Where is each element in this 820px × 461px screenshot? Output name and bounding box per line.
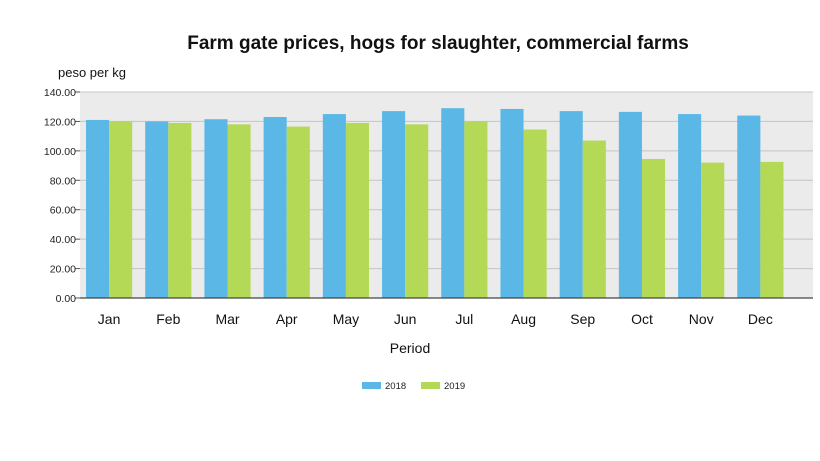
bar-2019-dec[interactable]: [760, 161, 784, 298]
y-tick-label: 100.00: [44, 146, 76, 158]
bar-2019-oct[interactable]: [641, 158, 666, 298]
bar-2019-mar[interactable]: [227, 124, 251, 298]
bar-2018-may[interactable]: [322, 114, 346, 298]
y-tick-label: 0.00: [56, 293, 77, 305]
bar-2019-apr[interactable]: [286, 126, 310, 298]
x-category-label: Jun: [394, 311, 417, 327]
legend-swatch-2019[interactable]: [421, 382, 440, 389]
bar-2019-nov[interactable]: [701, 162, 725, 298]
legend-swatch-2018[interactable]: [362, 382, 381, 389]
bar-2018-dec[interactable]: [737, 115, 761, 299]
legend-label-2018[interactable]: 2018: [385, 381, 406, 392]
x-axis-categories: Jan Feb Mar Apr May Jun Jul Aug Sep Oct Nov Dec: [98, 311, 773, 327]
x-axis-label: Period: [390, 340, 430, 356]
bar-2019-may[interactable]: [345, 122, 370, 299]
x-category-label: Mar: [215, 311, 239, 327]
bar-2018-feb[interactable]: [145, 121, 169, 298]
x-category-label: Jan: [98, 311, 121, 327]
x-category-label: Feb: [156, 311, 180, 327]
x-category-label: Sep: [570, 311, 595, 327]
bar-2019-jun[interactable]: [405, 124, 429, 298]
y-tick-label: 140.00: [44, 87, 76, 99]
y-axis-ticks: 0.00 20.00 40.00 60.00 80.00 100.00 120.00 140.…: [44, 87, 80, 305]
bar-2018-nov[interactable]: [678, 114, 702, 298]
x-category-label: Oct: [631, 311, 653, 327]
bar-2019-jul[interactable]: [464, 121, 488, 298]
x-category-label: Apr: [276, 311, 298, 327]
bar-2018-oct[interactable]: [618, 111, 642, 298]
y-tick-label: 120.00: [44, 116, 76, 128]
bar-2019-feb[interactable]: [168, 122, 192, 299]
y-tick-label: 80.00: [50, 175, 76, 187]
y-tick-label: 60.00: [50, 205, 76, 217]
chart-title: Farm gate prices, hogs for slaughter, co…: [187, 33, 689, 54]
y-axis-label: peso per kg: [58, 65, 126, 80]
bar-2018-apr[interactable]: [263, 117, 287, 298]
legend[interactable]: 2018 2019: [362, 381, 465, 392]
bar-2018-sep[interactable]: [559, 111, 583, 298]
x-category-label: Jul: [455, 311, 473, 327]
bars: [86, 108, 784, 299]
bar-2018-aug[interactable]: [500, 108, 524, 299]
x-category-label: Aug: [511, 311, 536, 327]
bar-2018-mar[interactable]: [204, 119, 228, 298]
bar-2018-jan[interactable]: [86, 119, 110, 298]
y-tick-label: 40.00: [50, 234, 76, 246]
legend-label-2019[interactable]: 2019: [444, 381, 465, 392]
bar-2019-jan[interactable]: [109, 121, 133, 298]
x-category-label: Nov: [689, 311, 714, 327]
bar-2019-aug[interactable]: [523, 129, 547, 298]
x-category-label: Dec: [748, 311, 773, 327]
bar-2019-sep[interactable]: [582, 140, 606, 298]
y-tick-label: 20.00: [50, 264, 76, 276]
bar-2018-jul[interactable]: [441, 108, 465, 298]
bar-2018-jun[interactable]: [382, 111, 406, 298]
x-category-label: May: [333, 311, 359, 327]
